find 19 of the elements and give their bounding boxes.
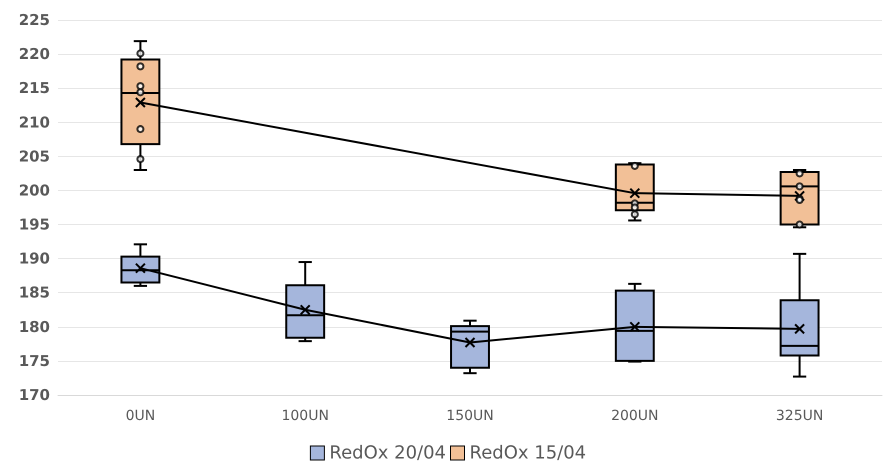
y-tick-label: 220 <box>18 45 50 64</box>
x-tick-label: 0UN <box>126 408 156 424</box>
y-tick-label: 200 <box>18 181 50 200</box>
x-tick-label: 100UN <box>281 408 329 424</box>
y-tick-label: 175 <box>18 352 50 370</box>
legend-label: RedOx 20/04 <box>329 442 446 464</box>
y-tick-label: 180 <box>18 318 50 336</box>
x-tick-label: 325UN <box>776 408 824 424</box>
y-tick-label: 215 <box>18 79 50 98</box>
y-tick-label: 170 <box>18 386 50 404</box>
x-tick-label: 150UN <box>446 408 494 424</box>
y-tick-label: 190 <box>18 250 50 268</box>
x-tick-label: 200UN <box>611 408 659 424</box>
y-tick-label: 225 <box>18 11 50 29</box>
y-tick-label: 195 <box>18 216 50 234</box>
y-tick-label: 185 <box>18 284 50 302</box>
y-tick-label: 205 <box>18 147 50 166</box>
legend-label: RedOx 15/04 <box>470 442 586 464</box>
y-tick-label: 210 <box>18 113 50 132</box>
